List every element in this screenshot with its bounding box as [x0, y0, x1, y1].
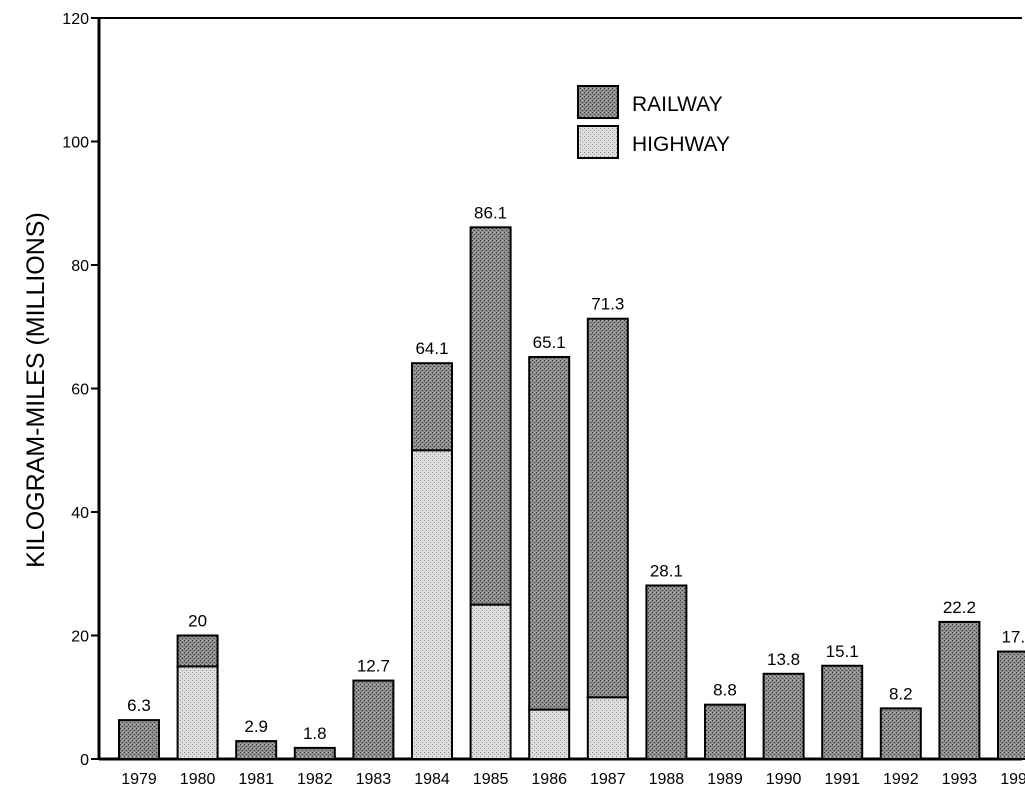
legend-label-railway: RAILWAY [632, 93, 723, 116]
bar-value-label: 1.8 [303, 724, 327, 743]
bar-value-label: 20 [188, 612, 207, 631]
bar-segment-railway-1981 [235, 740, 278, 761]
bar-segment-railway-1984 [411, 362, 453, 452]
x-tick-label: 1983 [356, 771, 392, 788]
bar-value-label: 64.1 [415, 339, 448, 358]
y-tick-label: 20 [71, 629, 89, 646]
x-tick-label: 1982 [297, 771, 333, 788]
x-tick-label: 1979 [121, 771, 157, 788]
bar-segment-railway-1986 [528, 356, 571, 711]
x-tick-label: 1987 [590, 771, 626, 788]
x-tick-label: 1988 [649, 771, 685, 788]
y-tick-label: 60 [71, 382, 89, 399]
y-tick-label: 0 [80, 752, 89, 769]
legend-swatch-railway [577, 85, 619, 119]
bar-segment-railway-1990 [762, 672, 805, 760]
bar-segment-railway-1985 [469, 226, 512, 606]
bar-value-label: 22.2 [943, 598, 976, 617]
x-tick-label: 1994 [1000, 771, 1025, 788]
x-axis-tick-labels: 1979 1980 1981 1982 1983 1984 1985 1986 1987 1988… [121, 771, 1025, 788]
y-tick-label: 120 [62, 11, 89, 28]
y-axis-title: KILOGRAM-MILES (MILLIONS) [22, 212, 50, 568]
bar-value-labels: 6.3 20 2.9 1.8 12.7 64.1 86.1 65.1 71.3 28.1 8.8 13… [127, 203, 1025, 743]
x-tick-label: 1991 [824, 771, 860, 788]
x-tick-label: 1990 [766, 771, 802, 788]
x-tick-label: 1980 [180, 771, 216, 788]
bar-segment-railway-1991 [821, 664, 864, 761]
bar-value-label: 28.1 [650, 561, 683, 580]
y-tick-label: 100 [62, 135, 89, 152]
x-tick-label: 1989 [707, 771, 743, 788]
bar-segment-railway-1987 [586, 317, 629, 699]
bar-segment-railway-1979 [118, 719, 160, 760]
bar-segment-railway-1993 [938, 620, 981, 760]
bar-value-label: 65.1 [533, 333, 566, 352]
x-tick-label: 1985 [473, 771, 509, 788]
bar-value-label: 2.9 [244, 717, 268, 736]
bar-segment-railway-1989 [704, 703, 746, 760]
bar-segment-highway-1984 [411, 449, 453, 760]
bar-value-label: 8.8 [713, 681, 737, 700]
y-tick-label: 40 [71, 505, 89, 522]
x-tick-label: 1986 [531, 771, 567, 788]
y-axis-ticks: 0 20 40 60 80 100 120 [62, 11, 99, 769]
bar-segment-railway-1988 [645, 584, 688, 760]
legend-label-highway: HIGHWAY [632, 133, 730, 156]
y-tick-label: 80 [71, 258, 89, 275]
legend-swatch-highway [577, 125, 619, 159]
x-tick-label: 1993 [942, 771, 978, 788]
bar-value-label: 71.3 [591, 295, 624, 314]
bar-value-label: 17.4 [1001, 628, 1025, 647]
bars [118, 226, 1025, 761]
bar-value-label: 13.8 [767, 650, 800, 669]
bar-value-label: 6.3 [127, 696, 151, 715]
x-tick-label: 1981 [238, 771, 274, 788]
bar-segment-railway-1980 [176, 634, 219, 668]
bar-segment-railway-1994 [997, 650, 1025, 760]
bar-value-label: 8.2 [889, 684, 913, 703]
bar-segment-highway-1986 [528, 708, 571, 760]
bar-segment-highway-1987 [586, 696, 629, 760]
bar-segment-railway-1983 [352, 679, 395, 761]
legend: RAILWAY HIGHWAY [577, 85, 730, 159]
bar-segment-railway-1992 [879, 707, 922, 760]
bar-value-label: 12.7 [357, 657, 390, 676]
bar-value-label: 15.1 [826, 642, 859, 661]
bar-value-label: 86.1 [474, 203, 507, 222]
bar-segment-highway-1980 [176, 665, 219, 760]
bar-segment-railway-1982 [293, 746, 336, 761]
bar-segment-highway-1985 [469, 603, 512, 760]
x-tick-label: 1984 [414, 771, 450, 788]
x-tick-label: 1992 [883, 771, 919, 788]
